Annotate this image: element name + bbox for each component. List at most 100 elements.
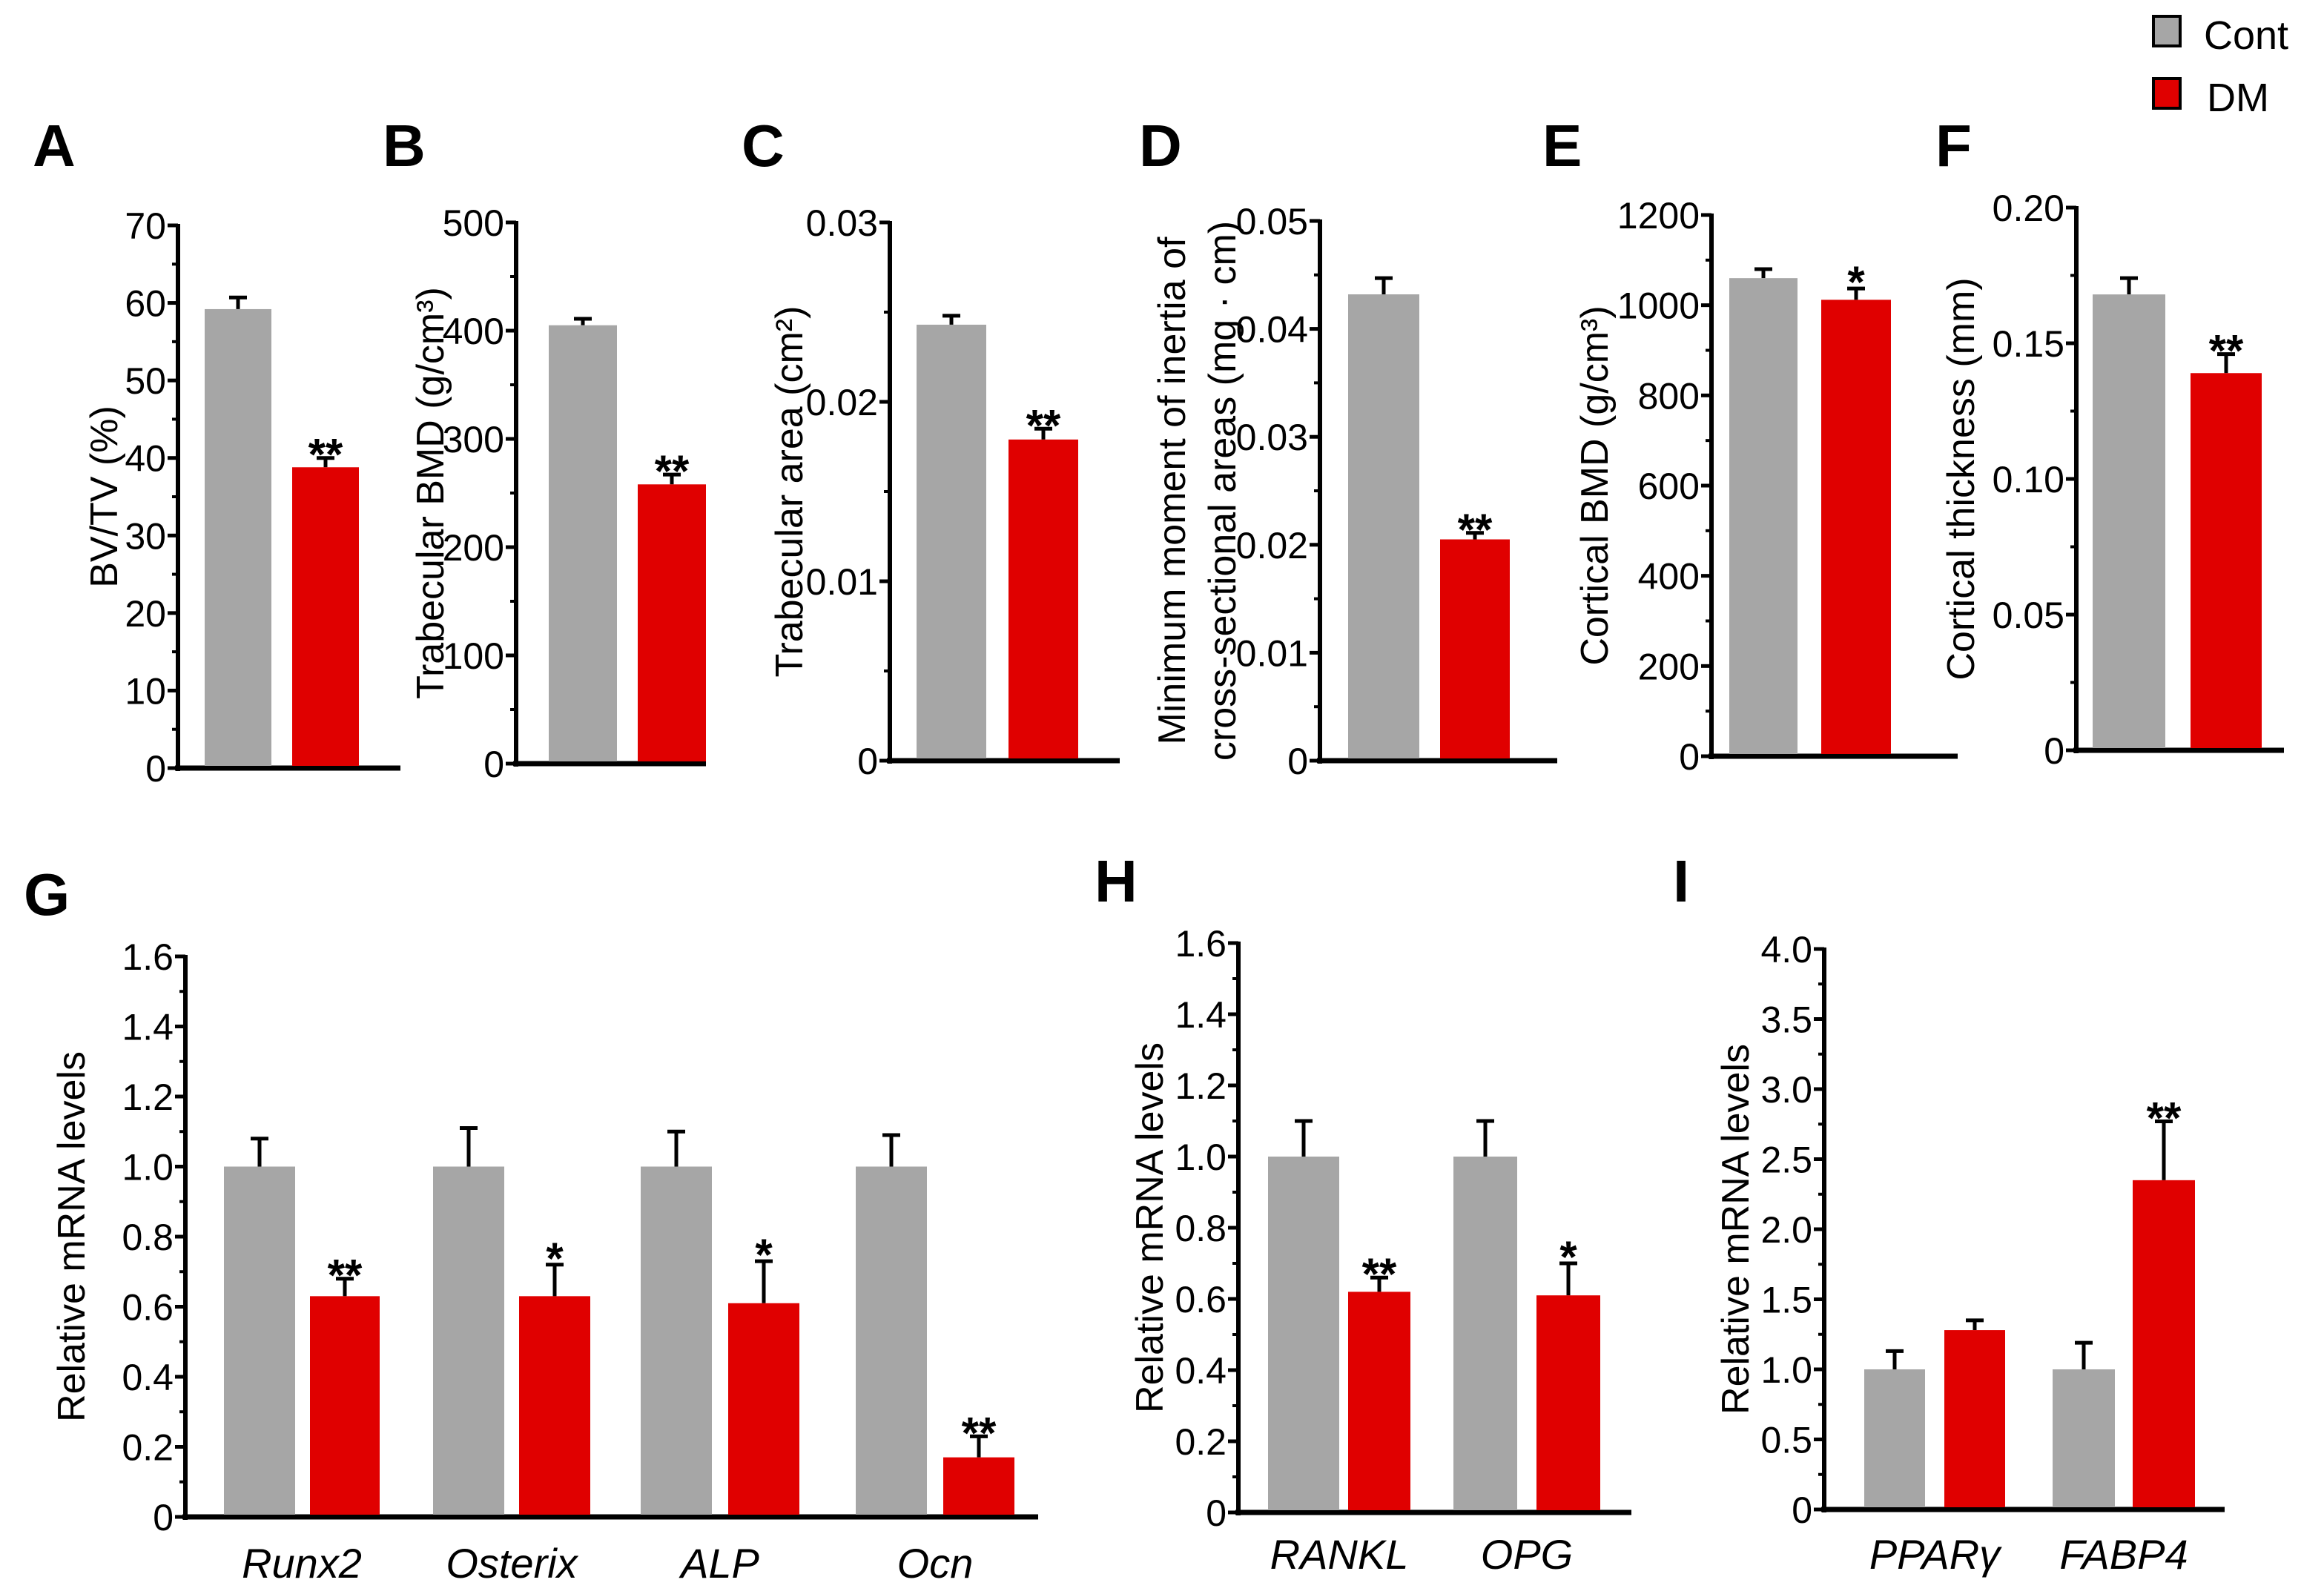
y-tick-label: 0.03	[1236, 417, 1308, 458]
significance-marker: *	[755, 1230, 773, 1280]
bar-dm	[638, 484, 706, 761]
bar-dm	[1348, 1292, 1410, 1510]
bar-dm	[2191, 373, 2262, 748]
y-tick-label: 0.8	[1175, 1208, 1227, 1249]
bar-cont	[641, 1166, 712, 1515]
y-tick-label: 0.03	[806, 202, 878, 244]
x-category-label: PPARγ	[1869, 1531, 2002, 1578]
y-tick-label: 0	[483, 744, 504, 785]
significance-marker: **	[1362, 1249, 1397, 1299]
bar-dm	[292, 467, 359, 766]
y-tick-label: 3.0	[1760, 1069, 1812, 1111]
panel-a: A 0 10 20 30 40 50 60 70 BV/TV (%) **	[33, 113, 400, 790]
y-tick-label: 0.2	[122, 1427, 174, 1469]
legend: Cont DM	[2152, 13, 2288, 120]
panel-b: B 0 100 200 300 400 500 Trabecular BMD (g/cm³) *…	[383, 113, 706, 785]
y-axis-label: cross-sectional areas (mg · cm)	[1201, 221, 1244, 761]
y-tick-label: 0.20	[1993, 188, 2064, 229]
panel-letter-e: E	[1542, 113, 1582, 179]
y-tick-label: 4.0	[1760, 929, 1812, 970]
y-axis-label: Cortical BMD (g/cm³)	[1574, 305, 1617, 665]
panel-d: D 0 0.01 0.02 0.03 0.04 0.05 Minimum moment of …	[1139, 113, 1557, 782]
panel-letter-i: I	[1673, 848, 1689, 914]
y-tick-label: 0	[1679, 736, 1700, 778]
x-category-label: ALP	[679, 1540, 759, 1587]
x-category-label: OPG	[1481, 1531, 1573, 1578]
y-tick-label: 0.02	[1236, 525, 1308, 566]
y-axis-label: Cortical thickness (mm)	[1940, 277, 1983, 680]
y-tick-label: 0	[2044, 730, 2064, 772]
panel-letter-h: H	[1095, 848, 1138, 914]
panel-g: G 0 0.2 0.4 0.6 0.8 1.0 1.2 1.4 1.6 Relative mRNA …	[24, 862, 1038, 1587]
y-tick-label: 60	[125, 283, 166, 325]
y-tick-label: 1.6	[1175, 923, 1227, 965]
panel-i: I 0 0.5 1.0 1.5 2.0 2.5 3.0 3.5 4.0 Relative mRNA …	[1673, 848, 2225, 1578]
y-tick-label: 1.2	[122, 1077, 174, 1118]
panel-f: F 0 0.05 0.10 0.15 0.20 Cortical thickness (mm…	[1935, 113, 2284, 772]
y-tick-label: 1.0	[122, 1147, 174, 1188]
bar-cont	[1729, 278, 1798, 755]
y-tick-label: 0.5	[1760, 1420, 1812, 1461]
y-tick-label: 0.8	[122, 1217, 174, 1258]
bar-cont	[1348, 294, 1419, 758]
bar-cont	[224, 1166, 295, 1515]
y-tick-label: 800	[1638, 375, 1700, 417]
significance-marker: **	[1026, 400, 1061, 450]
bar-cont	[1268, 1157, 1339, 1510]
bar-dm	[1440, 539, 1510, 758]
bar-dm	[943, 1457, 1014, 1515]
y-tick-label: 200	[1638, 646, 1700, 687]
x-category-label: RANKL	[1270, 1531, 1409, 1578]
bar-cont	[1453, 1157, 1517, 1510]
x-category-label: Ocn	[897, 1540, 974, 1587]
y-tick-label: 0	[1792, 1489, 1812, 1531]
bar-dm	[519, 1296, 590, 1515]
y-tick-label: 0	[1287, 741, 1308, 782]
y-tick-label: 1.6	[122, 936, 174, 978]
x-category-label: Runx2	[242, 1540, 362, 1587]
legend-swatch-cont	[2152, 15, 2182, 47]
panel-letter-b: B	[383, 113, 426, 179]
y-tick-label: 0	[857, 741, 878, 782]
y-tick-label: 10	[125, 670, 166, 712]
y-axis-label: Relative mRNA levels	[1714, 1044, 1757, 1415]
significance-marker: **	[1458, 505, 1493, 555]
bar-dm	[310, 1296, 380, 1515]
x-category-label: FABP4	[2059, 1531, 2188, 1578]
legend-swatch-dm	[2152, 77, 2182, 110]
bar-cont	[1864, 1369, 1925, 1507]
significance-marker: **	[962, 1408, 997, 1458]
y-axis-label: Relative mRNA levels	[50, 1051, 93, 1422]
significance-marker: **	[328, 1251, 363, 1300]
significance-marker: *	[1559, 1232, 1577, 1282]
bar-dm	[2133, 1180, 2195, 1507]
y-axis-label: BV/TV (%)	[83, 406, 126, 588]
bar-dm	[1009, 439, 1078, 758]
y-axis-label: Trabecular BMD (g/cm³)	[409, 287, 452, 699]
bar-cont	[549, 325, 617, 761]
y-tick-label: 1.4	[1175, 994, 1227, 1036]
panel-letter-f: F	[1935, 113, 1972, 179]
bar-dm	[1536, 1295, 1600, 1510]
panel-letter-g: G	[24, 862, 70, 927]
y-tick-label: 0	[1206, 1492, 1227, 1534]
y-tick-label: 500	[443, 202, 504, 244]
panel-h: H 0 0.2 0.4 0.6 0.8 1.0 1.2 1.4 1.6 Relative mRNA …	[1095, 848, 1631, 1578]
y-tick-label: 0.05	[1993, 595, 2064, 636]
y-tick-label: 0.6	[1175, 1279, 1227, 1320]
significance-marker: **	[2209, 326, 2244, 376]
y-tick-label: 400	[1638, 556, 1700, 598]
y-tick-label: 1.0	[1175, 1137, 1227, 1178]
y-tick-label: 300	[443, 419, 504, 460]
y-tick-label: 100	[443, 635, 504, 677]
y-tick-label: 0.10	[1993, 459, 2064, 500]
bar-cont	[2093, 294, 2165, 748]
bar-dm	[728, 1303, 799, 1515]
y-tick-label: 3.5	[1760, 999, 1812, 1041]
y-tick-label: 1.2	[1175, 1065, 1227, 1107]
significance-marker: *	[546, 1234, 564, 1283]
y-tick-label: 2.0	[1760, 1209, 1812, 1251]
significance-marker: **	[2147, 1093, 2182, 1142]
panel-letter-d: D	[1139, 113, 1182, 179]
